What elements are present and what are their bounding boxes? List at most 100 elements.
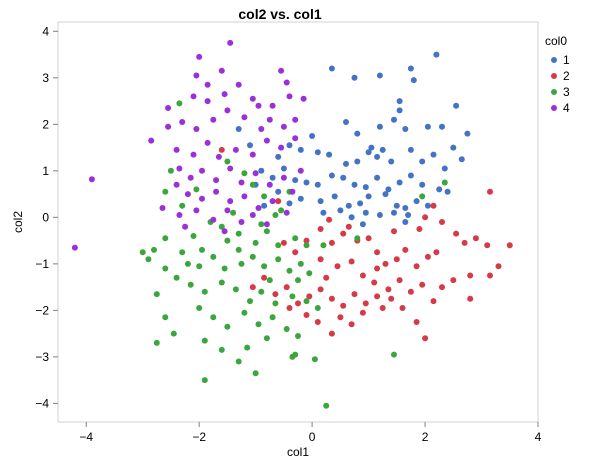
data-point-col0-3 — [218, 279, 225, 286]
data-point-col0-1 — [261, 202, 268, 209]
data-point-col0-1 — [328, 65, 335, 72]
data-point-col0-1 — [413, 198, 420, 205]
data-point-col0-1 — [348, 214, 355, 221]
data-point-col0-4 — [221, 228, 228, 235]
data-point-col0-3 — [241, 170, 248, 177]
data-point-col0-2 — [371, 279, 378, 286]
data-point-col0-2 — [323, 274, 330, 281]
data-point-col0-3 — [210, 253, 217, 260]
data-point-col0-2 — [487, 272, 493, 279]
data-point-col0-4 — [165, 105, 172, 111]
data-point-col0-4 — [210, 116, 217, 123]
data-point-col0-3 — [190, 233, 197, 239]
y-axis-label: col2 — [11, 211, 25, 233]
data-point-col0-1 — [286, 142, 293, 149]
data-point-col0-4 — [278, 67, 285, 74]
data-point-col0-1 — [419, 181, 426, 188]
data-point-col0-1 — [374, 174, 381, 181]
data-point-col0-3 — [295, 277, 301, 284]
data-point-col0-2 — [396, 277, 403, 284]
data-point-col0-4 — [213, 188, 220, 195]
data-point-col0-3 — [323, 402, 330, 409]
data-point-col0-1 — [391, 116, 397, 123]
data-point-col0-2 — [461, 239, 468, 246]
data-point-col0-4 — [249, 95, 256, 102]
data-point-col0-3 — [320, 242, 327, 249]
data-point-col0-1 — [286, 200, 293, 207]
data-point-col0-4 — [221, 91, 228, 98]
legend-marker — [551, 73, 557, 79]
data-point-col0-4 — [71, 244, 78, 251]
data-point-col0-4 — [255, 102, 262, 109]
data-point-col0-1 — [382, 191, 389, 198]
data-point-col0-1 — [436, 186, 443, 193]
data-point-col0-3 — [278, 207, 285, 214]
data-point-col0-3 — [258, 288, 265, 295]
data-point-col0-2 — [484, 242, 491, 249]
data-point-col0-1 — [430, 151, 437, 158]
data-point-col0-3 — [196, 305, 203, 311]
data-point-col0-4 — [227, 165, 234, 172]
data-points — [71, 39, 513, 409]
data-point-col0-2 — [439, 284, 445, 291]
data-point-col0-4 — [148, 137, 155, 144]
data-point-col0-1 — [359, 221, 366, 228]
data-point-col0-1 — [450, 144, 457, 151]
data-point-col0-2 — [422, 335, 429, 342]
data-point-col0-1 — [376, 212, 383, 218]
data-point-col0-2 — [413, 263, 420, 270]
data-point-col0-3 — [354, 235, 361, 242]
data-point-col0-2 — [359, 272, 366, 279]
data-point-col0-2 — [286, 305, 293, 311]
data-point-col0-2 — [495, 263, 502, 270]
y-axis: 4 3 2 1 0 −1 −2 −3 −4 — [35, 24, 58, 410]
data-point-col0-4 — [88, 176, 95, 183]
data-point-col0-1 — [314, 149, 321, 156]
data-point-col0-4 — [204, 81, 211, 88]
data-point-col0-4 — [289, 188, 296, 195]
data-point-col0-1 — [376, 72, 383, 79]
data-point-col0-3 — [145, 256, 152, 263]
data-point-col0-3 — [210, 314, 217, 321]
data-point-col0-1 — [314, 181, 321, 188]
data-point-col0-1 — [351, 74, 358, 81]
data-point-col0-2 — [402, 246, 409, 253]
data-point-col0-1 — [376, 123, 383, 130]
data-point-col0-3 — [162, 188, 169, 195]
data-point-col0-3 — [179, 202, 186, 209]
data-point-col0-2 — [272, 291, 279, 298]
data-point-col0-1 — [402, 126, 409, 132]
data-point-col0-1 — [444, 188, 451, 195]
data-point-col0-1 — [439, 123, 445, 130]
data-point-col0-2 — [317, 286, 324, 293]
data-point-col0-1 — [280, 165, 287, 172]
data-point-col0-3 — [201, 288, 208, 295]
data-point-col0-1 — [407, 146, 414, 153]
data-point-col0-1 — [320, 209, 327, 216]
data-point-col0-2 — [314, 319, 321, 325]
data-point-col0-4 — [173, 181, 180, 188]
data-point-col0-4 — [224, 207, 231, 214]
data-point-col0-2 — [374, 293, 381, 300]
data-point-col0-2 — [472, 235, 479, 242]
data-point-col0-2 — [292, 249, 299, 256]
data-point-col0-2 — [317, 226, 324, 232]
data-point-col0-1 — [393, 202, 400, 209]
legend-label: 4 — [563, 101, 570, 115]
data-point-col0-1 — [374, 153, 381, 160]
data-point-col0-4 — [263, 137, 270, 144]
data-point-col0-1 — [458, 156, 465, 163]
data-point-col0-1 — [365, 149, 372, 156]
data-point-col0-4 — [159, 205, 166, 211]
data-point-col0-1 — [343, 119, 349, 125]
data-point-col0-4 — [218, 67, 225, 74]
data-point-col0-3 — [230, 209, 237, 216]
data-point-col0-3 — [261, 263, 268, 270]
data-point-col0-3 — [218, 346, 225, 353]
data-point-col0-3 — [266, 277, 273, 284]
legend-label: 3 — [563, 85, 570, 99]
data-point-col0-4 — [249, 151, 256, 158]
data-point-col0-4 — [280, 123, 287, 130]
data-point-col0-4 — [213, 177, 220, 184]
